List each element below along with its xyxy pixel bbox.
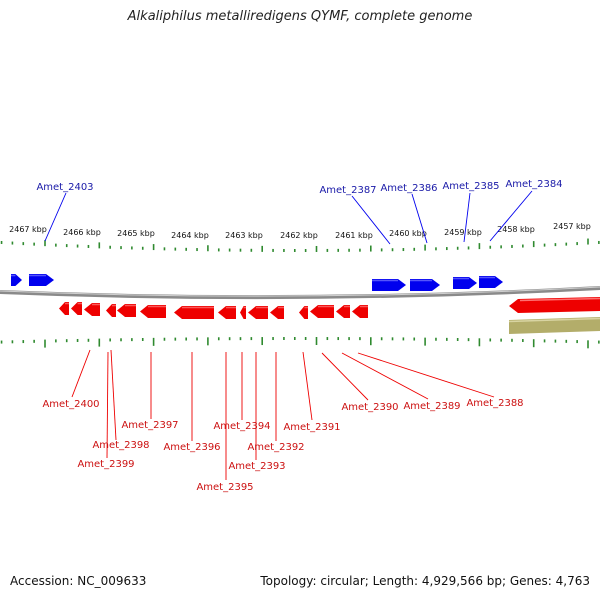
scale-label: 2463 kbp [225, 231, 263, 240]
gene-label[interactable]: Amet_2400 [42, 399, 99, 410]
scale-label: 2462 kbp [280, 231, 318, 240]
reverse-gene[interactable] [59, 302, 69, 315]
genome-summary: Topology: circular; Length: 4,929,566 bp… [260, 574, 590, 588]
gene-label[interactable]: Amet_2397 [121, 420, 178, 431]
scale-label: 2467 kbp [9, 225, 47, 234]
label-leader-line [302, 351, 313, 421]
reverse-gene[interactable] [218, 306, 236, 319]
scale-label: 2457 kbp [553, 222, 591, 231]
reverse-gene[interactable] [310, 305, 334, 318]
genome-backbone [0, 286, 600, 300]
reverse-gene[interactable] [352, 305, 368, 318]
scale-labels: 2467 kbp 2466 kbp 2465 kbp 2464 kbp 2463 kbp… [9, 222, 591, 240]
reverse-gene[interactable] [117, 304, 136, 317]
reverse-gene[interactable] [299, 306, 308, 319]
scale-label: 2459 kbp [444, 228, 482, 237]
genome-backbone-highlight [0, 286, 600, 297]
forward-gene[interactable] [29, 274, 54, 286]
bottom-scale-ticks [0, 337, 600, 349]
gene-label[interactable]: Amet_2384 [505, 179, 562, 190]
label-leader-line [110, 349, 117, 441]
gene-label[interactable]: Amet_2386 [380, 183, 437, 194]
reverse-genes [59, 297, 600, 334]
reverse-gene[interactable] [240, 306, 246, 319]
forward-gene[interactable] [11, 274, 22, 286]
reverse-gene-labels: Amet_2400 Amet_2398 Amet_2399 Amet_2397 Amet… [42, 398, 523, 493]
label-leader-line [357, 352, 495, 398]
reverse-gene[interactable] [140, 305, 166, 318]
label-leader-line [411, 193, 428, 244]
olive-feature[interactable] [508, 317, 600, 334]
reverse-gene[interactable] [106, 304, 116, 317]
label-leader-line [351, 195, 391, 245]
label-leader-line [463, 192, 471, 243]
scale-label: 2465 kbp [117, 229, 155, 238]
reverse-gene[interactable] [509, 297, 600, 313]
forward-gene[interactable] [372, 279, 406, 291]
gene-label[interactable]: Amet_2387 [319, 185, 376, 196]
gene-label[interactable]: Amet_2395 [196, 482, 253, 493]
accession: Accession: NC_009633 [10, 574, 147, 588]
scale-label: 2458 kbp [497, 225, 535, 234]
forward-genes [11, 274, 503, 291]
reverse-gene[interactable] [270, 306, 284, 319]
gene-label[interactable]: Amet_2392 [247, 442, 304, 453]
label-leader-line [321, 352, 369, 401]
gene-label[interactable]: Amet_2398 [92, 440, 149, 451]
gene-label[interactable]: Amet_2389 [403, 401, 460, 412]
gene-label[interactable]: Amet_2403 [36, 182, 93, 193]
forward-gene[interactable] [453, 277, 477, 289]
gene-label[interactable]: Amet_2391 [283, 422, 340, 433]
label-leader-line [71, 349, 91, 398]
forward-label-lines [44, 190, 533, 245]
gene-label[interactable]: Amet_2385 [442, 181, 499, 192]
gene-label[interactable]: Amet_2390 [341, 402, 398, 413]
reverse-gene[interactable] [336, 305, 350, 318]
page-title: Alkaliphilus metalliredigens QYMF, compl… [127, 9, 473, 24]
scale-label: 2466 kbp [63, 228, 101, 237]
label-leader-line [489, 190, 533, 242]
top-scale-ticks [0, 238, 600, 252]
reverse-gene[interactable] [248, 306, 268, 319]
gene-label[interactable]: Amet_2393 [228, 461, 285, 472]
label-leader-line [44, 192, 67, 242]
label-leader-line [106, 351, 109, 459]
gene-label[interactable]: Amet_2388 [466, 398, 523, 409]
forward-gene[interactable] [479, 276, 503, 288]
scale-label: 2464 kbp [171, 231, 209, 240]
scale-label: 2460 kbp [389, 229, 427, 238]
gene-label[interactable]: Amet_2394 [213, 421, 270, 432]
label-leader-line [341, 352, 429, 400]
reverse-gene[interactable] [71, 302, 82, 315]
gene-label[interactable]: Amet_2399 [77, 459, 134, 470]
reverse-label-lines [71, 349, 495, 480]
reverse-gene[interactable] [174, 306, 214, 319]
forward-gene-labels: Amet_2403 Amet_2387 Amet_2386 Amet_2385 Amet… [36, 179, 562, 196]
forward-gene[interactable] [410, 279, 440, 291]
reverse-gene[interactable] [84, 303, 100, 316]
gene-label[interactable]: Amet_2396 [163, 442, 220, 453]
scale-label: 2461 kbp [335, 231, 373, 240]
